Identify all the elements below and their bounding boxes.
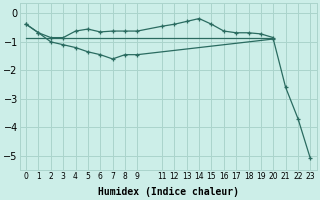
X-axis label: Humidex (Indice chaleur): Humidex (Indice chaleur) xyxy=(98,186,239,197)
